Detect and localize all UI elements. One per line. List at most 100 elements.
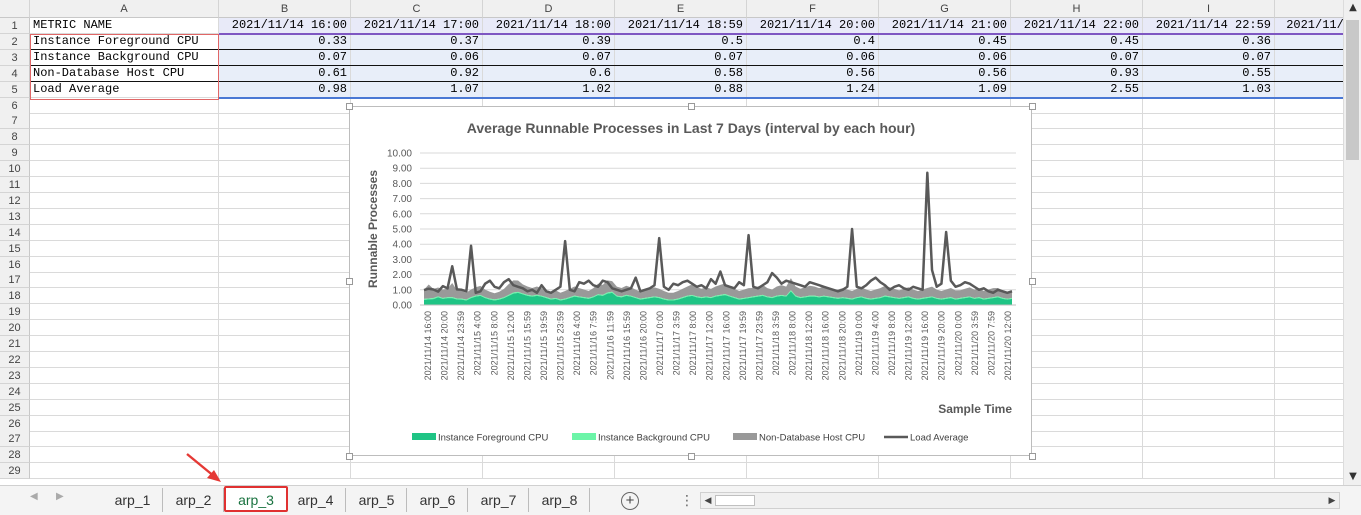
tab-arp-3[interactable]: arp_3 (224, 486, 288, 512)
header-cell-metric-name[interactable]: METRIC NAME (30, 18, 219, 34)
metric-value-cell[interactable]: 0.56 (747, 65, 879, 82)
metric-value-cell[interactable] (1275, 49, 1343, 66)
cell[interactable] (1275, 177, 1343, 193)
header-cell-timestamp[interactable]: 2021/11/14 22:59 (1143, 18, 1275, 34)
cell[interactable] (1143, 383, 1275, 400)
metric-value-cell[interactable]: 1.02 (483, 81, 615, 98)
column-header[interactable]: B (219, 0, 351, 18)
cell[interactable] (219, 272, 351, 289)
cell[interactable] (1143, 161, 1275, 178)
header-cell-timestamp[interactable]: 2021/11/14 22:00 (1011, 18, 1143, 34)
header-cell-timestamp[interactable]: 2021/11/14 18:59 (615, 18, 747, 34)
cell[interactable] (30, 177, 219, 193)
cell[interactable] (30, 399, 219, 416)
cell[interactable] (1143, 113, 1275, 130)
metric-value-cell[interactable]: 0.5 (615, 33, 747, 50)
row-header[interactable]: 11 (0, 177, 30, 193)
cell[interactable] (1011, 97, 1143, 114)
cell[interactable] (1143, 240, 1275, 257)
cell[interactable] (1275, 304, 1343, 321)
row-header[interactable]: 27 (0, 431, 30, 448)
cell[interactable] (1275, 368, 1343, 384)
cell[interactable] (1143, 367, 1275, 384)
cell[interactable] (1011, 320, 1143, 337)
cell[interactable] (219, 240, 351, 257)
cell[interactable] (1011, 224, 1143, 241)
cell[interactable] (351, 463, 483, 480)
cell[interactable] (1275, 431, 1343, 448)
cell[interactable] (30, 192, 219, 209)
metric-value-cell[interactable]: 0.37 (351, 33, 483, 50)
tab-arp-6[interactable]: arp_6 (408, 488, 468, 512)
metric-name-cell[interactable]: Instance Background CPU (30, 49, 219, 66)
cell[interactable] (219, 208, 351, 225)
row-header[interactable]: 20 (0, 320, 30, 337)
metric-value-cell[interactable]: 0.56 (879, 65, 1011, 82)
cell[interactable] (1011, 192, 1143, 209)
cell[interactable] (30, 320, 219, 337)
cell[interactable] (219, 288, 351, 305)
row-header[interactable]: 19 (0, 304, 30, 321)
cell[interactable] (30, 145, 219, 162)
column-header[interactable]: G (879, 0, 1011, 18)
row-header[interactable]: 23 (0, 367, 30, 384)
cell[interactable] (1275, 463, 1343, 480)
header-cell-timestamp[interactable]: 2021/11/14 21:00 (879, 18, 1011, 34)
cell[interactable] (30, 161, 219, 178)
metric-value-cell[interactable]: 0.07 (615, 49, 747, 66)
cell[interactable] (30, 208, 219, 225)
metric-value-cell[interactable]: 2.55 (1011, 81, 1143, 98)
row-header[interactable]: 15 (0, 240, 30, 257)
cell[interactable] (1143, 336, 1275, 352)
average-runnable-processes-chart[interactable]: Average Runnable Processes in Last 7 Day… (350, 107, 1033, 457)
metric-value-cell[interactable]: 0.93 (1011, 65, 1143, 82)
metric-value-cell[interactable]: 1.24 (747, 81, 879, 98)
cell[interactable] (30, 113, 219, 130)
row-header[interactable]: 12 (0, 192, 30, 209)
cell[interactable] (1275, 193, 1343, 209)
metric-value-cell[interactable]: 0.33 (219, 33, 351, 50)
cell[interactable] (1275, 447, 1343, 464)
cell[interactable] (1011, 336, 1143, 352)
cell[interactable] (1011, 288, 1143, 305)
cell[interactable] (1011, 256, 1143, 273)
cell[interactable] (1143, 351, 1275, 368)
cell[interactable] (219, 145, 351, 162)
cell[interactable] (30, 224, 219, 241)
metric-value-cell[interactable] (1275, 33, 1343, 50)
row-header[interactable]: 26 (0, 415, 30, 432)
metric-value-cell[interactable]: 0.88 (615, 81, 747, 98)
cell[interactable] (1143, 97, 1275, 114)
cell[interactable] (1275, 384, 1343, 400)
add-sheet-button[interactable]: + (621, 492, 639, 510)
cell[interactable] (219, 161, 351, 178)
cell[interactable] (219, 224, 351, 241)
cell[interactable] (1275, 272, 1343, 289)
cell[interactable] (1275, 352, 1343, 368)
row-header[interactable]: 9 (0, 145, 30, 162)
row-header[interactable]: 1 (0, 18, 30, 34)
cell[interactable] (1275, 129, 1343, 146)
row-header[interactable]: 14 (0, 224, 30, 241)
cell[interactable] (1143, 320, 1275, 337)
chart-resize-handle[interactable] (346, 103, 353, 110)
cell[interactable] (1143, 256, 1275, 273)
tab-arp-2[interactable]: arp_2 (164, 488, 224, 512)
cell[interactable] (219, 192, 351, 209)
metric-value-cell[interactable]: 1.03 (1143, 81, 1275, 98)
cell[interactable] (219, 336, 351, 352)
cell[interactable] (1011, 208, 1143, 225)
row-header[interactable]: 17 (0, 272, 30, 289)
metric-value-cell[interactable]: 0.45 (1011, 33, 1143, 50)
cell[interactable] (1011, 463, 1143, 480)
header-cell-timestamp[interactable]: 2021/11/1 (1275, 18, 1343, 34)
cell[interactable] (1275, 241, 1343, 257)
cell[interactable] (615, 463, 747, 480)
column-header[interactable]: I (1143, 0, 1275, 18)
metric-value-cell[interactable]: 0.4 (747, 33, 879, 50)
cell[interactable] (30, 288, 219, 305)
cell[interactable] (1011, 240, 1143, 257)
cell[interactable] (1275, 145, 1343, 162)
row-header[interactable]: 3 (0, 49, 30, 66)
cell[interactable] (1011, 177, 1143, 193)
